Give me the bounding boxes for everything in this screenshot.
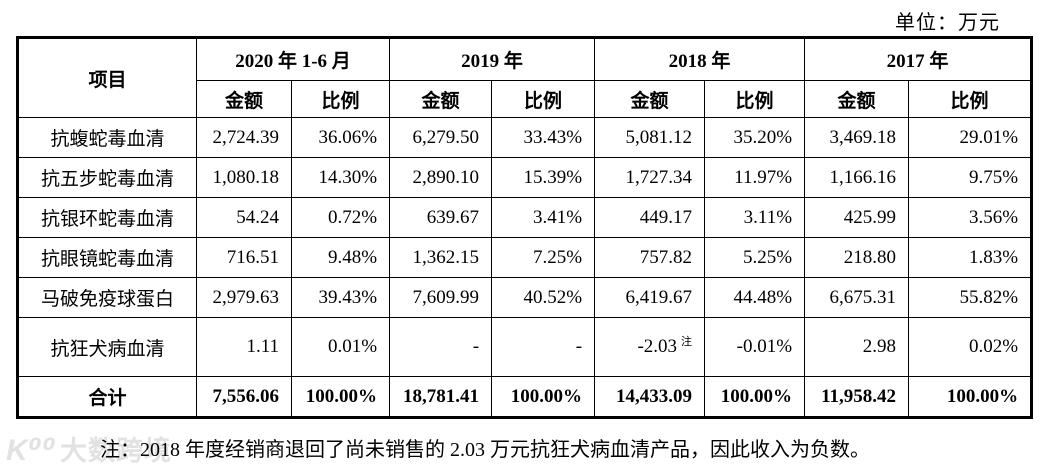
table-cell: 18,781.41 [389, 376, 493, 418]
table-cell: 449.17 [594, 197, 706, 238]
revenue-breakdown-table: 项目 2020 年 1-6 月 2019 年 2018 年 2017 年 金额 … [16, 36, 1034, 419]
row-label: 抗狂犬病血清 [17, 317, 197, 377]
subheader-amount-2020h1: 金额 [196, 80, 292, 118]
table-cell: 7,609.99 [389, 277, 493, 318]
brand-watermark-text: 大数跨境 [59, 436, 172, 466]
table-cell: 6,675.31 [804, 277, 910, 318]
table-cell: 35.20% [704, 117, 806, 158]
table-cell: 1.11 [196, 317, 292, 377]
column-header-2020h1: 2020 年 1-6 月 [195, 37, 391, 81]
table-cell: 33.43% [491, 117, 596, 158]
table-cell: 39.43% [290, 277, 391, 318]
table-cell: 7,556.06 [196, 376, 292, 418]
table-cell: 3.41% [491, 197, 596, 238]
table-cell: 40.52% [491, 277, 596, 318]
subheader-amount-2018: 金额 [594, 80, 706, 118]
table-cell: 1.83% [908, 237, 1033, 278]
table-cell: 11.97% [704, 157, 806, 198]
subheader-ratio-2019: 比例 [491, 80, 596, 118]
table-cell: 2,979.63 [196, 277, 292, 318]
table-cell: 3.11% [704, 197, 806, 238]
subheader-ratio-2020h1: 比例 [290, 80, 391, 118]
table-cell: - [491, 317, 596, 377]
table-cell: -0.01% [704, 317, 806, 377]
row-label: 抗蝮蛇毒血清 [17, 117, 197, 158]
header-row-measures: 金额 比例 金额 比例 金额 比例 金额 比例 [18, 80, 1033, 118]
table-cell: 6,419.67 [594, 277, 706, 318]
table-cell: 100.00% [908, 376, 1033, 418]
table-cell: 100.00% [491, 376, 596, 418]
table-cell: 1,362.15 [389, 237, 493, 278]
row-label: 马破免疫球蛋白 [17, 277, 197, 318]
table-cell: 100.00% [704, 376, 806, 418]
table-cell: 2,724.39 [196, 117, 292, 158]
table-cell: 639.67 [389, 197, 493, 238]
table-cell: 14.30% [290, 157, 391, 198]
table-cell: 0.02% [908, 317, 1033, 377]
table-row: 抗蝮蛇毒血清 2,724.39 36.06% 6,279.50 33.43% 5… [17, 117, 1033, 158]
table-cell: 2,890.10 [389, 157, 493, 198]
table-cell: 6,279.50 [389, 117, 493, 158]
table-cell: 0.72% [290, 197, 391, 238]
table-row-total: 合计 7,556.06 100.00% 18,781.41 100.00% 14… [17, 376, 1033, 418]
table-cell: 716.51 [196, 237, 292, 278]
table-cell: 9.48% [290, 237, 391, 278]
table-cell: 5.25% [704, 237, 806, 278]
column-header-2017: 2017 年 [804, 37, 1033, 81]
table-row: 抗眼镜蛇毒血清 716.51 9.48% 1,362.15 7.25% 757.… [17, 237, 1033, 278]
table-cell: 425.99 [804, 197, 910, 238]
table-cell: 0.01% [290, 317, 391, 377]
table-cell: 757.82 [594, 237, 706, 278]
table-cell: 2.98 [804, 317, 910, 377]
row-label: 抗银环蛇毒血清 [17, 197, 197, 238]
table-cell-value: -2.03 [637, 336, 678, 357]
subheader-amount-2019: 金额 [389, 80, 493, 118]
column-header-item: 项目 [17, 37, 197, 118]
table-cell: 44.48% [704, 277, 806, 318]
table-cell: 3.56% [908, 197, 1033, 238]
table-cell: 9.75% [908, 157, 1033, 198]
table-cell: 218.80 [804, 237, 910, 278]
table-cell: 15.39% [491, 157, 596, 198]
table-row: 抗五步蛇毒血清 1,080.18 14.30% 2,890.10 15.39% … [17, 157, 1033, 198]
subheader-ratio-2018: 比例 [704, 80, 806, 118]
table-cell: 55.82% [908, 277, 1033, 318]
table-cell: 7.25% [491, 237, 596, 278]
brand-logo-icon: K⁰⁰ [6, 434, 57, 467]
table-cell: 5,081.12 [594, 117, 706, 158]
table-cell: 36.06% [290, 117, 391, 158]
table-row: 抗银环蛇毒血清 54.24 0.72% 639.67 3.41% 449.17 … [17, 197, 1033, 238]
table-cell: 54.24 [196, 197, 292, 238]
note-marker: 注 [681, 335, 693, 348]
table-cell: 3,469.18 [804, 117, 910, 158]
table-cell: - [389, 317, 493, 377]
table-cell: 1,080.18 [196, 157, 292, 198]
table-cell: 1,727.34 [594, 157, 706, 198]
column-header-2018: 2018 年 [594, 37, 806, 81]
footnote: 注：2018 年度经销商退回了尚未销售的 2.03 万元抗狂犬病血清产品，因此收… [100, 439, 870, 461]
brand-watermark: K⁰⁰ 大数跨境 [6, 429, 172, 468]
table-cell: 14,433.09 [594, 376, 706, 418]
row-label-total: 合计 [17, 376, 197, 418]
subheader-amount-2017: 金额 [804, 80, 910, 118]
table-cell: 11,958.42 [804, 376, 910, 418]
header-row-years: 项目 2020 年 1-6 月 2019 年 2018 年 2017 年 [17, 37, 1033, 118]
table-row: 抗狂犬病血清 1.11 0.01% - - -2.03 注 -0.01% 2.98… [17, 317, 1033, 377]
table-row: 马破免疫球蛋白 2,979.63 39.43% 7,609.99 40.52% … [17, 277, 1033, 318]
column-header-2019: 2019 年 [389, 37, 596, 81]
unit-label: 单位：万元 [895, 12, 1000, 34]
table-cell: 29.01% [908, 117, 1033, 158]
row-label: 抗五步蛇毒血清 [17, 157, 197, 198]
table-cell: -2.03 注 [594, 317, 706, 377]
table-cell: 100.00% [290, 376, 391, 418]
subheader-ratio-2017: 比例 [908, 80, 1033, 118]
row-label: 抗眼镜蛇毒血清 [17, 237, 197, 278]
table-cell: 1,166.16 [804, 157, 910, 198]
